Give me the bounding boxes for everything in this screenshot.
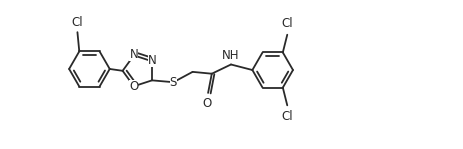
Text: Cl: Cl — [72, 16, 83, 29]
Text: O: O — [202, 97, 212, 110]
Text: Cl: Cl — [282, 17, 293, 30]
Text: O: O — [129, 80, 138, 93]
Text: N: N — [148, 54, 156, 67]
Text: Cl: Cl — [282, 110, 293, 123]
Text: S: S — [170, 76, 177, 89]
Text: N: N — [130, 48, 138, 61]
Text: NH: NH — [222, 49, 240, 62]
